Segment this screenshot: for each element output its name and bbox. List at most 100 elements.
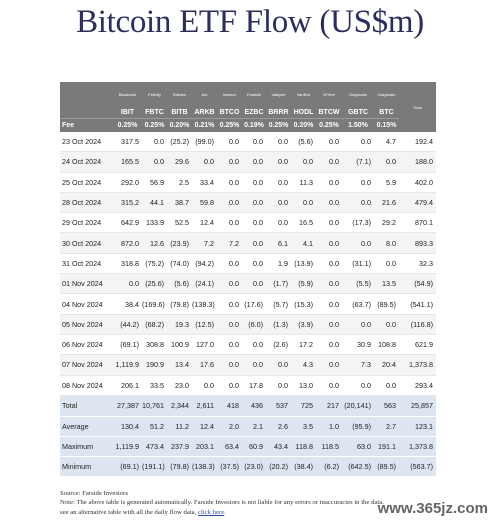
issuer-header: Franklin — [242, 82, 266, 106]
flow-cell: 0.0 — [316, 212, 342, 234]
flow-cell: 0.0 — [316, 354, 342, 376]
click-here-link[interactable]: click here — [197, 508, 225, 516]
flow-cell: 11.3 — [291, 172, 316, 193]
fee-cell: 0.25% — [266, 118, 291, 132]
date-cell: 06 Nov 2024 — [60, 334, 113, 356]
issuer-header: WTree — [316, 82, 342, 106]
flow-cell: 59.8 — [192, 192, 217, 214]
flow-cell: 0.0 — [316, 293, 342, 315]
row-total-cell: 402.0 — [399, 172, 436, 193]
issuer-header: Fidelity — [142, 82, 167, 106]
summary-cell: 2.1 — [242, 416, 266, 437]
table-row: 06 Nov 2024 (69.1) 308.8 100.9 127.0 0.0 0.0 (2… — [60, 334, 436, 356]
flow-cell: 38.7 — [167, 192, 192, 214]
footer-alt: see an alternative table with all the da… — [60, 508, 480, 517]
summary-cell: (20.2) — [266, 456, 291, 477]
flow-cell: 1,119.9 — [113, 354, 142, 376]
flow-cell: (17.6) — [242, 293, 266, 315]
flow-cell: 0.0 — [374, 314, 399, 335]
flow-cell: 133.9 — [142, 212, 167, 234]
flow-cell: 0.0 — [342, 132, 374, 153]
fee-cell: 0.25% — [113, 118, 142, 132]
flow-cell: 29.2 — [374, 212, 399, 234]
flow-cell: 0.0 — [217, 314, 242, 335]
fee-cell: 1.50% — [342, 118, 374, 132]
flow-cell: 0.0 — [291, 192, 316, 214]
flow-cell: 0.0 — [142, 132, 167, 153]
summary-cell: 2.7 — [374, 416, 399, 437]
flow-cell: 56.9 — [142, 172, 167, 193]
flow-cell: 0.0 — [266, 192, 291, 214]
flow-cell: (138.3) — [192, 293, 217, 315]
summary-cell: 3.5 — [291, 416, 316, 437]
flow-cell: (99.0) — [192, 132, 217, 153]
summary-cell: 12.4 — [192, 416, 217, 437]
summary-label: Minimum — [60, 456, 113, 477]
flow-cell: 8.0 — [374, 232, 399, 254]
table-row: 01 Nov 2024 0.0 (25.6) (5.6) (24.1) 0.0 0.0 (1.… — [60, 273, 436, 295]
flow-cell: 7.2 — [217, 232, 242, 254]
flow-cell: 12.6 — [142, 232, 167, 254]
row-total-cell: 870.1 — [399, 212, 436, 234]
row-total-cell: (541.1) — [399, 293, 436, 315]
flow-cell: 0.0 — [242, 192, 266, 214]
flow-cell: 7.3 — [342, 354, 374, 376]
flow-cell: 292.0 — [113, 172, 142, 193]
flow-cell: (94.2) — [192, 253, 217, 275]
summary-cell: (69.1) — [113, 456, 142, 477]
row-total-cell: 1,373.8 — [399, 354, 436, 376]
flow-cell: 5.9 — [374, 172, 399, 193]
fee-cell: 0.15% — [374, 118, 399, 132]
flow-cell: (17.3) — [342, 212, 374, 234]
flow-cell: (7.1) — [342, 151, 374, 173]
flow-cell: (25.6) — [142, 273, 167, 295]
summary-cell: 418 — [217, 395, 242, 417]
flow-cell: (5.7) — [266, 293, 291, 315]
table-row: 23 Oct 2024 317.5 0.0 (25.2) (99.0) 0.0 0.0 0.0… — [60, 132, 436, 153]
flow-cell: 0.0 — [242, 132, 266, 153]
issuer-header: Valkyrie — [266, 82, 291, 106]
flow-cell: 190.9 — [142, 354, 167, 376]
summary-cell: 2,611 — [192, 395, 217, 417]
etf-flow-table-container: Blackrock Fidelity Bitwise Ark Invesco Frankl… — [60, 82, 436, 477]
footer-alt-prefix: see an alternative table with all the da… — [60, 508, 197, 516]
watermark: www.365jz.com — [377, 500, 488, 517]
flow-cell: (13.9) — [291, 253, 316, 275]
flow-cell: 38.4 — [113, 293, 142, 315]
summary-label: Average — [60, 416, 113, 437]
row-total-cell: 621.9 — [399, 334, 436, 356]
flow-cell: 4.3 — [291, 354, 316, 376]
table-row: 25 Oct 2024 292.0 56.9 2.5 33.4 0.0 0.0 0.0 11.3… — [60, 172, 436, 193]
flow-cell: 0.0 — [242, 253, 266, 275]
flow-cell: 4.1 — [291, 232, 316, 254]
ticker-header: BTCW — [316, 106, 342, 119]
flow-cell: 108.8 — [374, 334, 399, 356]
flow-cell: 0.0 — [217, 375, 242, 396]
flow-cell: 0.0 — [217, 132, 242, 153]
ticker-header: BRRR — [266, 106, 291, 119]
summary-cell: 2.0 — [217, 416, 242, 437]
table-header: Blackrock Fidelity Bitwise Ark Invesco Frankl… — [60, 82, 436, 132]
flow-cell: (1.7) — [266, 273, 291, 295]
footer: Source: Farside Investors Note: The abov… — [60, 489, 480, 517]
flow-cell: (69.1) — [113, 334, 142, 356]
flow-cell: 0.0 — [192, 151, 217, 173]
date-cell: 30 Oct 2024 — [60, 232, 113, 254]
ticker-corner — [60, 106, 113, 119]
flow-cell: 0.0 — [266, 375, 291, 396]
table-row: 04 Nov 2024 38.4 (169.6) (79.8) (138.3) 0.0 (1… — [60, 293, 436, 315]
table-body: 23 Oct 2024 317.5 0.0 (25.2) (99.0) 0.0 0.0 0.0… — [60, 132, 436, 477]
flow-cell: 308.8 — [142, 334, 167, 356]
date-cell: 23 Oct 2024 — [60, 132, 113, 153]
summary-cell: 51.2 — [142, 416, 167, 437]
flow-cell: 0.0 — [316, 232, 342, 254]
flow-cell: 44.1 — [142, 192, 167, 214]
flow-cell: (25.2) — [167, 132, 192, 153]
flow-cell: 0.0 — [342, 314, 374, 335]
flow-cell: 21.6 — [374, 192, 399, 214]
summary-cell: (138.3) — [192, 456, 217, 477]
flow-cell: 0.0 — [316, 132, 342, 153]
flow-cell: 33.5 — [142, 375, 167, 396]
table-row: 29 Oct 2024 642.9 133.9 52.5 12.4 0.0 0.0 0.0 16… — [60, 212, 436, 234]
flow-cell: 0.0 — [242, 354, 266, 376]
